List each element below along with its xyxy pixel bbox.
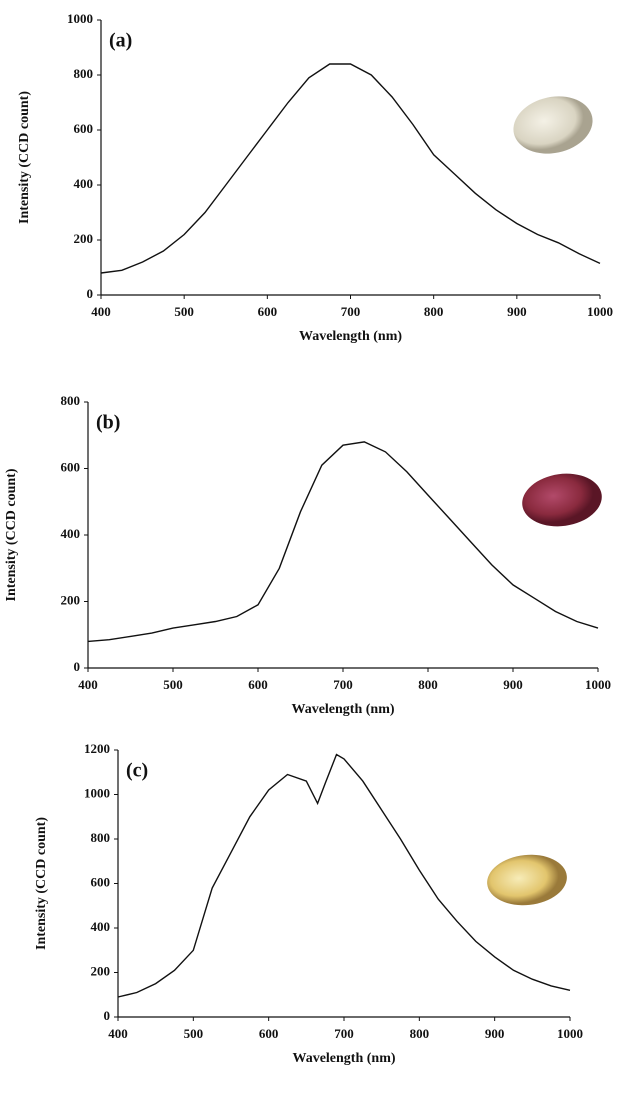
y-tick-label: 1200 <box>84 741 110 756</box>
x-tick-label: 800 <box>424 304 444 319</box>
x-tick-label: 600 <box>258 304 278 319</box>
x-tick-label: 700 <box>334 1026 354 1041</box>
x-tick-label: 400 <box>108 1026 128 1041</box>
x-tick-label: 1000 <box>557 1026 583 1041</box>
y-tick-label: 600 <box>91 874 111 889</box>
y-tick-label: 800 <box>61 393 81 408</box>
y-tick-label: 400 <box>91 919 111 934</box>
x-tick-label: 400 <box>78 677 98 692</box>
y-tick-label: 200 <box>61 592 81 607</box>
y-tick-label: 1000 <box>84 785 110 800</box>
y-tick-label: 0 <box>87 286 94 301</box>
y-axis-label: Intensity (CCD count) <box>4 468 19 601</box>
y-tick-label: 800 <box>91 830 111 845</box>
y-tick-label: 800 <box>74 66 94 81</box>
x-tick-label: 600 <box>259 1026 279 1041</box>
panel-label: (b) <box>96 412 120 434</box>
seed-image <box>522 473 602 527</box>
x-axis-label: Wavelength (nm) <box>299 329 402 344</box>
spectrum-line <box>117 753 571 998</box>
x-tick-label: 1000 <box>585 677 611 692</box>
y-tick-label: 200 <box>91 963 111 978</box>
spectrum-line <box>100 63 601 274</box>
seed-image <box>487 854 567 906</box>
x-tick-label: 800 <box>410 1026 430 1041</box>
y-tick-label: 600 <box>61 459 81 474</box>
y-tick-label: 400 <box>74 176 94 191</box>
x-tick-label: 900 <box>485 1026 505 1041</box>
x-tick-label: 700 <box>333 677 353 692</box>
y-tick-label: 400 <box>61 526 81 541</box>
spectrum-line <box>87 441 599 643</box>
y-tick-label: 1000 <box>67 11 93 26</box>
x-axis-label: Wavelength (nm) <box>291 702 394 717</box>
panel-label: (c) <box>126 760 148 782</box>
x-tick-label: 900 <box>507 304 527 319</box>
x-tick-label: 700 <box>341 304 361 319</box>
x-axis-label: Wavelength (nm) <box>292 1051 395 1066</box>
x-tick-label: 400 <box>91 304 111 319</box>
x-tick-label: 800 <box>418 677 438 692</box>
y-axis-label: Intensity (CCD count) <box>34 817 49 950</box>
seed-image <box>513 96 593 154</box>
y-tick-label: 200 <box>74 231 94 246</box>
x-tick-label: 600 <box>248 677 268 692</box>
y-tick-label: 600 <box>74 121 94 136</box>
panel-label: (a) <box>109 30 132 52</box>
y-tick-label: 0 <box>74 659 81 674</box>
x-tick-label: 500 <box>174 304 194 319</box>
x-tick-label: 1000 <box>587 304 613 319</box>
x-tick-label: 900 <box>503 677 523 692</box>
y-tick-label: 0 <box>104 1008 111 1023</box>
x-tick-label: 500 <box>163 677 183 692</box>
x-tick-label: 500 <box>184 1026 204 1041</box>
y-axis-label: Intensity (CCD count) <box>17 91 32 224</box>
